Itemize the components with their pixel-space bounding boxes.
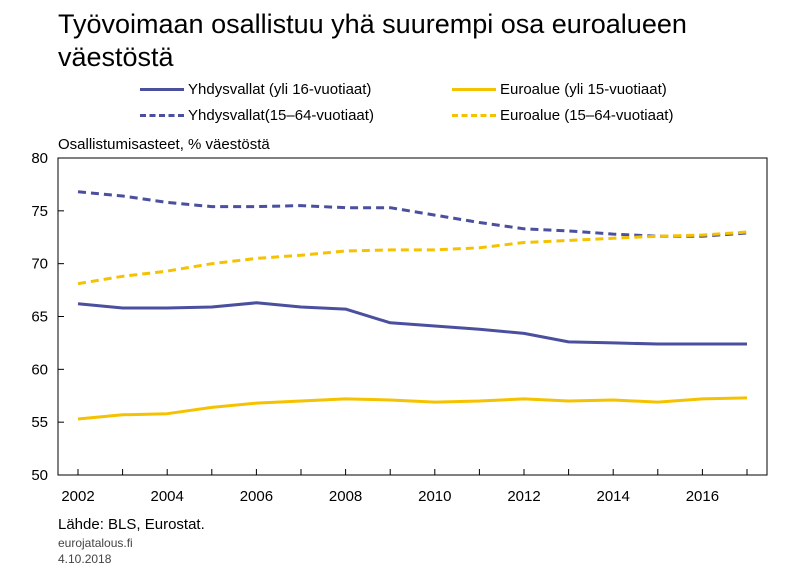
y-tick-label-55: 55 xyxy=(31,414,48,431)
series-line-us-15-64 xyxy=(77,190,748,238)
x-tick-label-2010: 2010 xyxy=(418,488,451,505)
y-tick-label-70: 70 xyxy=(31,256,48,273)
legend-label-us-16: Yhdysvallat (yli 16-vuotiaat) xyxy=(188,80,372,98)
series-line-us-16 xyxy=(77,301,747,346)
series-line-ea-15-64 xyxy=(77,230,748,286)
y-tick-label-65: 65 xyxy=(31,309,48,326)
legend-swatch-us-16 xyxy=(140,87,184,91)
x-tick-label-2008: 2008 xyxy=(329,488,362,505)
y-tick-label-50: 50 xyxy=(31,467,48,484)
chart-title: Työvoimaan osallistuu yhä suurempi osa e… xyxy=(58,9,687,72)
plot-frame xyxy=(57,157,768,476)
x-tick-label-2006: 2006 xyxy=(240,488,273,505)
y-tick-label-75: 75 xyxy=(31,203,48,220)
y-axis-label: Osallistumisasteet, % väestöstä xyxy=(58,136,270,153)
legend-swatch-ea-15 xyxy=(452,87,496,91)
publish-date: 4.10.2018 xyxy=(58,552,112,566)
source-note: Lähde: BLS, Eurostat. xyxy=(58,516,205,533)
x-tick-label-2002: 2002 xyxy=(61,488,94,505)
x-tick-label-2016: 2016 xyxy=(686,488,719,505)
legend-label-ea-15: Euroalue (yli 15-vuotiaat) xyxy=(500,80,667,98)
x-tick-label-2004: 2004 xyxy=(151,488,184,505)
legend-item-ea-15: Euroalue (yli 15-vuotiaat) xyxy=(452,78,667,100)
y-tick-label-60: 60 xyxy=(31,361,48,378)
legend-label-ea-15-64: Euroalue (15–64-vuotiaat) xyxy=(500,106,674,124)
legend-swatch-ea-15-64 xyxy=(452,113,496,117)
legend-swatch-us-15-64 xyxy=(140,113,184,117)
legend-item-ea-15-64: Euroalue (15–64-vuotiaat) xyxy=(452,104,673,126)
x-tick-label-2014: 2014 xyxy=(597,488,630,505)
chart-legend: Yhdysvallat (yli 16-vuotiaat) Euroalue (… xyxy=(140,78,780,128)
legend-item-us-16: Yhdysvallat (yli 16-vuotiaat) xyxy=(140,78,371,100)
x-tick-label-2012: 2012 xyxy=(507,488,540,505)
legend-item-us-15-64: Yhdysvallat(15–64-vuotiaat) xyxy=(140,104,374,126)
legend-label-us-15-64: Yhdysvallat(15–64-vuotiaat) xyxy=(188,106,374,124)
series-line-ea-15 xyxy=(77,396,748,421)
y-tick-label-80: 80 xyxy=(31,150,48,167)
site-name: eurojatalous.fi xyxy=(58,536,133,550)
